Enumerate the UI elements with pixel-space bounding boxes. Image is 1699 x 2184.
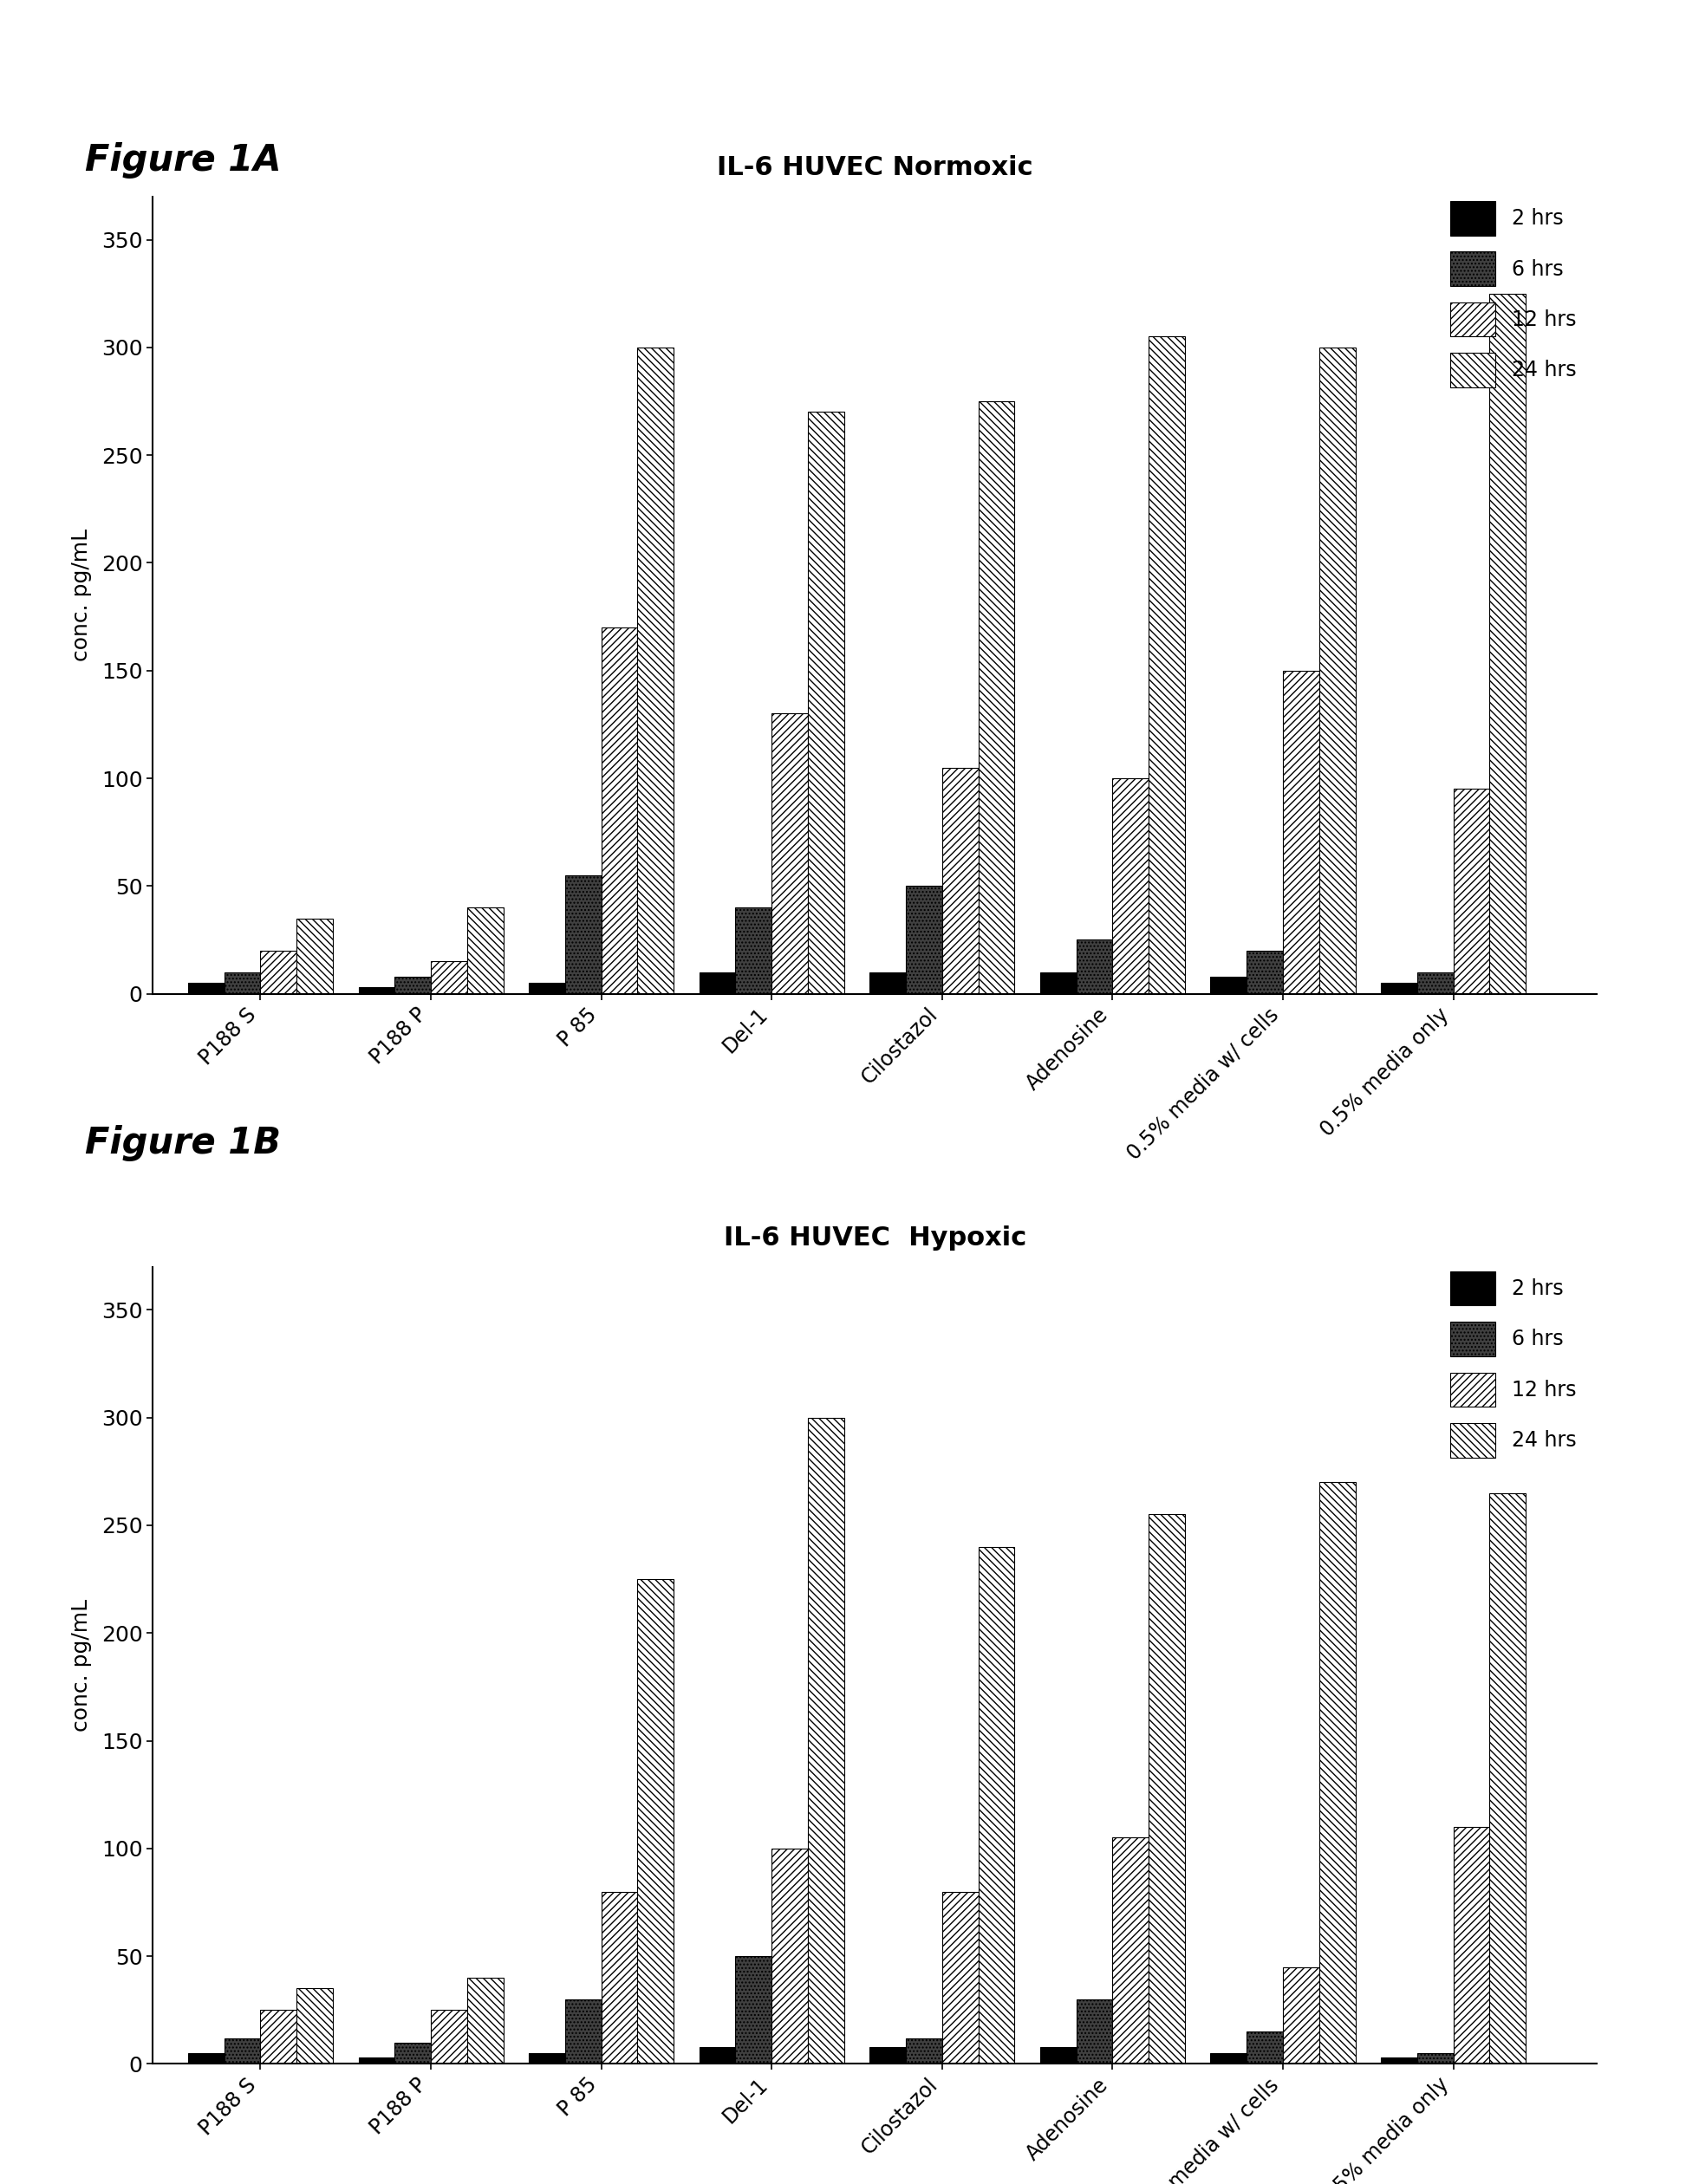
- Bar: [601, 1891, 637, 2064]
- Bar: [260, 2009, 297, 2064]
- Bar: [189, 2053, 224, 2064]
- Bar: [1490, 1494, 1526, 2064]
- Bar: [700, 2046, 736, 2064]
- Bar: [1075, 1998, 1113, 2064]
- Bar: [297, 1987, 333, 2064]
- Bar: [809, 413, 844, 994]
- Bar: [637, 347, 675, 994]
- Bar: [1113, 778, 1149, 994]
- Text: Figure 1A: Figure 1A: [85, 142, 282, 179]
- Title: IL-6 HUVEC  Hypoxic: IL-6 HUVEC Hypoxic: [724, 1225, 1026, 1249]
- Bar: [189, 983, 224, 994]
- Bar: [394, 976, 432, 994]
- Bar: [566, 876, 601, 994]
- Bar: [809, 1417, 844, 2064]
- Bar: [1381, 983, 1417, 994]
- Bar: [358, 987, 394, 994]
- Bar: [736, 1957, 771, 2064]
- Bar: [467, 1979, 503, 2064]
- Bar: [601, 627, 637, 994]
- Bar: [1381, 2057, 1417, 2064]
- Bar: [771, 714, 809, 994]
- Y-axis label: conc. pg/mL: conc. pg/mL: [71, 529, 92, 662]
- Bar: [1417, 972, 1453, 994]
- Bar: [1149, 1514, 1184, 2064]
- Bar: [1210, 976, 1247, 994]
- Bar: [1283, 670, 1318, 994]
- Legend: 2 hrs, 6 hrs, 12 hrs, 24 hrs: 2 hrs, 6 hrs, 12 hrs, 24 hrs: [1441, 190, 1587, 397]
- Bar: [1283, 1968, 1318, 2064]
- Bar: [906, 2038, 941, 2064]
- Bar: [1040, 2046, 1075, 2064]
- Bar: [941, 1891, 979, 2064]
- Bar: [700, 972, 736, 994]
- Bar: [224, 2038, 260, 2064]
- Bar: [467, 909, 503, 994]
- Bar: [528, 983, 566, 994]
- Bar: [528, 2053, 566, 2064]
- Bar: [224, 972, 260, 994]
- Bar: [736, 909, 771, 994]
- Bar: [566, 1998, 601, 2064]
- Bar: [1075, 939, 1113, 994]
- Bar: [941, 767, 979, 994]
- Bar: [1113, 1837, 1149, 2064]
- Y-axis label: conc. pg/mL: conc. pg/mL: [71, 1599, 92, 1732]
- Bar: [906, 887, 941, 994]
- Bar: [260, 950, 297, 994]
- Bar: [637, 1579, 675, 2064]
- Bar: [771, 1848, 809, 2064]
- Title: IL-6 HUVEC Normoxic: IL-6 HUVEC Normoxic: [717, 155, 1033, 179]
- Bar: [1417, 2053, 1453, 2064]
- Legend: 2 hrs, 6 hrs, 12 hrs, 24 hrs: 2 hrs, 6 hrs, 12 hrs, 24 hrs: [1441, 1260, 1587, 1468]
- Bar: [1210, 2053, 1247, 2064]
- Bar: [979, 1546, 1014, 2064]
- Bar: [870, 2046, 906, 2064]
- Bar: [1490, 293, 1526, 994]
- Bar: [1040, 972, 1075, 994]
- Bar: [297, 917, 333, 994]
- Bar: [1247, 2031, 1283, 2064]
- Bar: [1247, 950, 1283, 994]
- Bar: [432, 2009, 467, 2064]
- Bar: [870, 972, 906, 994]
- Bar: [358, 2057, 394, 2064]
- Bar: [1318, 1483, 1356, 2064]
- Bar: [432, 961, 467, 994]
- Bar: [979, 402, 1014, 994]
- Bar: [1149, 336, 1184, 994]
- Bar: [394, 2042, 432, 2064]
- Text: Figure 1B: Figure 1B: [85, 1125, 280, 1162]
- Bar: [1453, 788, 1490, 994]
- Bar: [1318, 347, 1356, 994]
- Bar: [1453, 1826, 1490, 2064]
